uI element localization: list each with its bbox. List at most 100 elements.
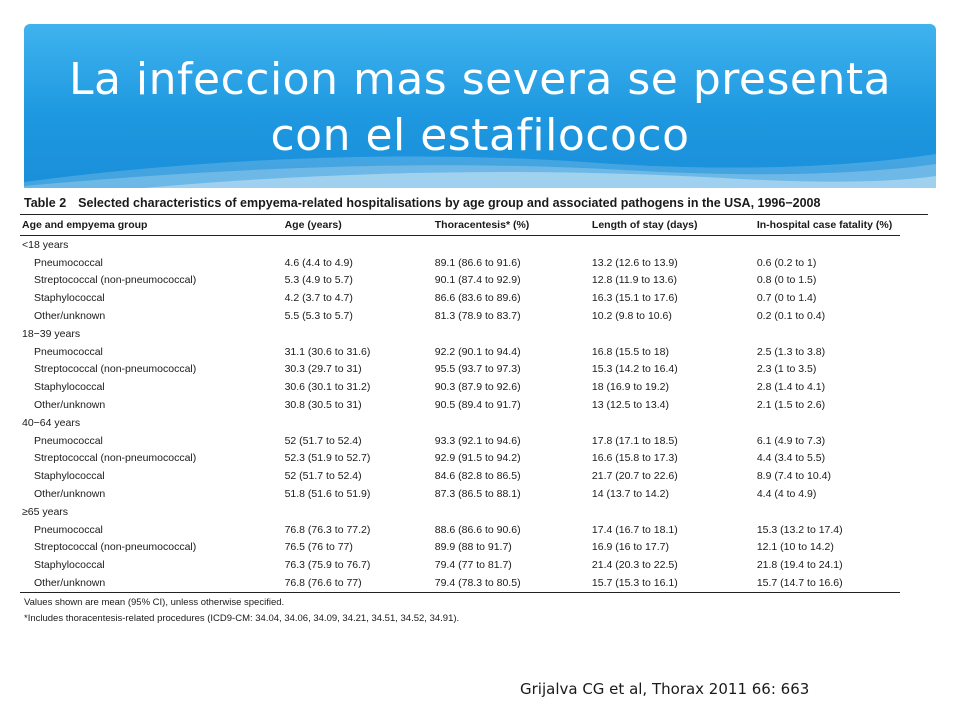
table-cell: 52 (51.7 to 52.4) bbox=[284, 434, 362, 447]
table-cell: 2.3 (1 to 3.5) bbox=[756, 363, 817, 376]
table-cell: 90.1 (87.4 to 92.9) bbox=[434, 274, 521, 287]
table-cell: 2.1 (1.5 to 2.6) bbox=[756, 399, 826, 412]
table-cell: 17.8 (17.1 to 18.5) bbox=[591, 434, 678, 447]
table-cell: 21.8 (19.4 to 24.1) bbox=[756, 559, 843, 572]
group-row: 40−64 years bbox=[20, 414, 900, 432]
table-cell: 76.3 (75.9 to 76.7) bbox=[284, 559, 371, 572]
table-cell: Staphylococcal bbox=[34, 470, 105, 483]
table-cell: Pneumococcal bbox=[34, 523, 103, 536]
table-cell: 5.3 (4.9 to 5.7) bbox=[284, 274, 353, 287]
footnote: Values shown are mean (95% CI), unless o… bbox=[24, 596, 285, 608]
table-cell: 92.9 (91.5 to 94.2) bbox=[434, 452, 521, 465]
column-header: Age and empyema group bbox=[20, 215, 283, 236]
table-row: Streptococcal (non-pneumococcal) 52.3 (51… bbox=[20, 450, 900, 468]
group-label: 18−39 years bbox=[22, 327, 81, 340]
table-cell: 14 (13.7 to 14.2) bbox=[591, 488, 669, 501]
table-cell: 0.6 (0.2 to 1) bbox=[756, 256, 817, 269]
table-cell: 4.2 (3.7 to 4.7) bbox=[284, 292, 353, 305]
table-cell: 21.4 (20.3 to 22.5) bbox=[591, 559, 678, 572]
table-row: Streptococcal (non-pneumococcal) 30.3 (29… bbox=[20, 361, 900, 379]
table-cell: 76.8 (76.6 to 77) bbox=[284, 577, 362, 590]
table-cell: 10.2 (9.8 to 10.6) bbox=[591, 310, 672, 323]
table-cell: 16.9 (16 to 17.7) bbox=[591, 541, 669, 554]
table-cell: 93.3 (92.1 to 94.6) bbox=[434, 434, 521, 447]
table-cell: 84.6 (82.8 to 86.5) bbox=[434, 470, 521, 483]
table-row: Staphylococcal 76.3 (75.9 to 76.7) 79.4 (7… bbox=[20, 556, 900, 574]
table-row: Streptococcal (non-pneumococcal) 5.3 (4.9… bbox=[20, 272, 900, 290]
table-cell: Pneumococcal bbox=[34, 256, 103, 269]
table-cell: Streptococcal (non-pneumococcal) bbox=[34, 363, 197, 376]
table-cell: 17.4 (16.7 to 18.1) bbox=[591, 523, 678, 536]
group-label: ≥65 years bbox=[22, 505, 69, 518]
table-cell: Pneumococcal bbox=[34, 434, 103, 447]
column-header: Age (years) bbox=[282, 215, 433, 236]
table-cell: 12.8 (11.9 to 13.6) bbox=[591, 274, 677, 287]
table-cell: 8.9 (7.4 to 10.4) bbox=[756, 470, 831, 483]
table-row: Pneumococcal 31.1 (30.6 to 31.6) 92.2 (90.… bbox=[20, 343, 900, 361]
table-cell: 51.8 (51.6 to 51.9) bbox=[284, 488, 371, 501]
data-table-figure: Table 2 Selected characteristics of empye… bbox=[20, 192, 928, 625]
table-cell: 86.6 (83.6 to 89.6) bbox=[434, 292, 521, 305]
table-cell: 89.9 (88 to 91.7) bbox=[434, 541, 512, 554]
table-row: Pneumococcal 4.6 (4.4 to 4.9) 89.1 (86.6 t… bbox=[20, 254, 900, 272]
table-cell: 2.8 (1.4 to 4.1) bbox=[756, 381, 826, 394]
footnote: *Includes thoracentesis-related procedur… bbox=[24, 612, 460, 624]
group-label: 40−64 years bbox=[22, 416, 81, 429]
table-bottom-rule bbox=[20, 591, 900, 593]
table-cell: 12.1 (10 to 14.2) bbox=[756, 541, 834, 554]
table-cell: 0.8 (0 to 1.5) bbox=[756, 274, 817, 287]
wave-decoration bbox=[24, 154, 936, 188]
table-cell: 13.2 (12.6 to 13.9) bbox=[591, 256, 678, 269]
table-cell: 90.3 (87.9 to 92.6) bbox=[434, 381, 521, 394]
table-row: Staphylococcal 30.6 (30.1 to 31.2) 90.3 (8… bbox=[20, 378, 900, 396]
table-cell: 16.8 (15.5 to 18) bbox=[591, 345, 669, 358]
table-row: Staphylococcal 4.2 (3.7 to 4.7) 86.6 (83.6… bbox=[20, 289, 900, 307]
table-cell: 92.2 (90.1 to 94.4) bbox=[434, 345, 521, 358]
group-row: ≥65 years bbox=[20, 503, 900, 521]
table-cell: 30.8 (30.5 to 31) bbox=[284, 399, 362, 412]
table-cell: Other/unknown bbox=[34, 310, 106, 323]
table-cell: 2.5 (1.3 to 3.8) bbox=[756, 345, 826, 358]
table-cell: 52 (51.7 to 52.4) bbox=[284, 470, 362, 483]
table-caption: Table 2 Selected characteristics of empye… bbox=[20, 192, 928, 215]
table-header-row: Age and empyema group Age (years) Thorac… bbox=[20, 215, 900, 236]
table-row: Pneumococcal 52 (51.7 to 52.4) 93.3 (92.1 … bbox=[20, 432, 900, 450]
table-cell: Staphylococcal bbox=[34, 292, 105, 305]
table-cell: 21.7 (20.7 to 22.6) bbox=[591, 470, 678, 483]
table-cell: 0.7 (0 to 1.4) bbox=[756, 292, 817, 305]
group-row: <18 years bbox=[20, 236, 900, 254]
table-caption-text: Selected characteristics of empyema-rela… bbox=[78, 196, 821, 210]
table-cell: 52.3 (51.9 to 52.7) bbox=[284, 452, 371, 465]
table-cell: Staphylococcal bbox=[34, 381, 105, 394]
title-banner: La infeccion mas severa se presenta con … bbox=[24, 24, 936, 188]
table-cell: 79.4 (77 to 81.7) bbox=[434, 559, 512, 572]
table-row: Other/unknown 76.8 (76.6 to 77) 79.4 (78.3… bbox=[20, 574, 900, 592]
column-header: In-hospital case fatality (%) bbox=[754, 215, 900, 236]
table-cell: 31.1 (30.6 to 31.6) bbox=[284, 345, 371, 358]
table-cell: 18 (16.9 to 19.2) bbox=[591, 381, 669, 394]
table-cell: 15.3 (13.2 to 17.4) bbox=[756, 523, 843, 536]
table-cell: 13 (12.5 to 13.4) bbox=[591, 399, 669, 412]
table-row: Other/unknown 30.8 (30.5 to 31) 90.5 (89.4… bbox=[20, 396, 900, 414]
table-cell: Staphylococcal bbox=[34, 559, 105, 572]
column-header: Length of stay (days) bbox=[589, 215, 755, 236]
table-cell: 6.1 (4.9 to 7.3) bbox=[756, 434, 826, 447]
empyema-table: Age and empyema group Age (years) Thorac… bbox=[20, 215, 900, 592]
table-cell: Other/unknown bbox=[34, 577, 106, 590]
table-cell: 0.2 (0.1 to 0.4) bbox=[756, 310, 826, 323]
table-cell: 81.3 (78.9 to 83.7) bbox=[434, 310, 521, 323]
table-cell: 89.1 (86.6 to 91.6) bbox=[434, 256, 521, 269]
table-cell: 90.5 (89.4 to 91.7) bbox=[434, 399, 521, 412]
slide-title: La infeccion mas severa se presenta con … bbox=[68, 54, 892, 161]
table-row: Other/unknown 5.5 (5.3 to 5.7) 81.3 (78.9 … bbox=[20, 307, 900, 325]
table-cell: 15.7 (14.7 to 16.6) bbox=[756, 577, 843, 590]
table-row: Other/unknown 51.8 (51.6 to 51.9) 87.3 (86… bbox=[20, 485, 900, 503]
table-cell: Streptococcal (non-pneumococcal) bbox=[34, 541, 197, 554]
table-cell: Pneumococcal bbox=[34, 345, 103, 358]
table-cell: 4.4 (4 to 4.9) bbox=[756, 488, 817, 501]
table-cell: Other/unknown bbox=[34, 399, 106, 412]
table-row: Staphylococcal 52 (51.7 to 52.4) 84.6 (82.… bbox=[20, 467, 900, 485]
table-row: Streptococcal (non-pneumococcal) 76.5 (76… bbox=[20, 539, 900, 557]
table-cell: Other/unknown bbox=[34, 488, 106, 501]
table-cell: 30.6 (30.1 to 31.2) bbox=[284, 381, 371, 394]
